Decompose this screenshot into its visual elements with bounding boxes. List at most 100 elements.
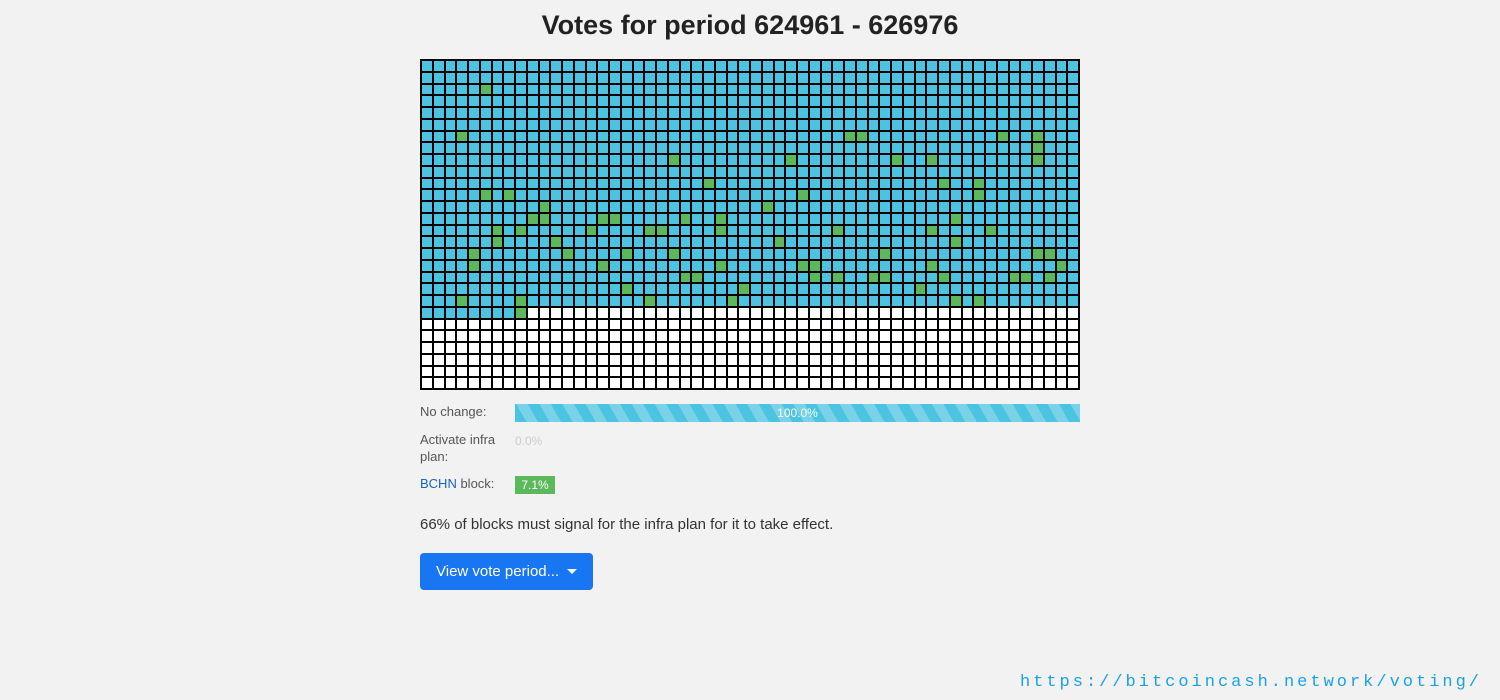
vote-cell — [1009, 248, 1021, 260]
vote-cell — [903, 236, 915, 248]
vote-cell — [938, 377, 950, 389]
vote-cell — [938, 272, 950, 284]
vote-cell — [962, 166, 974, 178]
vote-cell — [715, 295, 727, 307]
vote-cell — [738, 60, 750, 72]
vote-cell — [433, 377, 445, 389]
vote-cell — [879, 60, 891, 72]
vote-cell — [480, 95, 492, 107]
vote-cell — [680, 178, 692, 190]
vote-cell — [621, 60, 633, 72]
vote-cell — [503, 95, 515, 107]
vote-cell — [468, 119, 480, 131]
vote-cell — [703, 295, 715, 307]
vote-cell — [668, 366, 680, 378]
vote-cell — [715, 142, 727, 154]
vote-cell — [762, 377, 774, 389]
vote-cell — [715, 307, 727, 319]
vote-cell — [445, 72, 457, 84]
vote-cell — [468, 178, 480, 190]
stat-row: BCHN block: 7.1% — [420, 476, 1080, 494]
vote-cell — [868, 166, 880, 178]
vote-cell — [868, 272, 880, 284]
vote-cell — [985, 319, 997, 331]
vote-cell — [891, 307, 903, 319]
vote-cell — [973, 354, 985, 366]
vote-cell — [844, 260, 856, 272]
vote-cell — [492, 330, 504, 342]
vote-cell — [456, 354, 468, 366]
vote-cell — [938, 154, 950, 166]
vote-cell — [445, 189, 457, 201]
vote-cell — [621, 131, 633, 143]
vote-cell — [703, 189, 715, 201]
vote-cell — [950, 107, 962, 119]
vote-cell — [797, 201, 809, 213]
vote-cell — [915, 107, 927, 119]
vote-cell — [891, 95, 903, 107]
vote-cell — [656, 366, 668, 378]
vote-cell — [703, 95, 715, 107]
vote-cell — [950, 377, 962, 389]
vote-cell — [762, 166, 774, 178]
vote-cell — [715, 166, 727, 178]
vote-cell — [762, 119, 774, 131]
vote-cell — [938, 307, 950, 319]
vote-cell — [703, 131, 715, 143]
vote-cell — [421, 84, 433, 96]
vote-cell — [985, 342, 997, 354]
vote-cell — [456, 72, 468, 84]
vote-cell — [680, 330, 692, 342]
vote-cell — [609, 84, 621, 96]
vote-cell — [715, 330, 727, 342]
vote-cell — [468, 72, 480, 84]
vote-cell — [997, 178, 1009, 190]
vote-cell — [915, 366, 927, 378]
vote-cell — [503, 319, 515, 331]
view-period-button[interactable]: View vote period... — [420, 553, 593, 590]
vote-cell — [1067, 283, 1079, 295]
vote-cell — [774, 95, 786, 107]
vote-cell — [1009, 342, 1021, 354]
vote-cell — [738, 189, 750, 201]
vote-cell — [456, 260, 468, 272]
vote-cell — [656, 189, 668, 201]
vote-cell — [727, 319, 739, 331]
vote-cell — [445, 131, 457, 143]
vote-cell — [832, 248, 844, 260]
vote-cell — [539, 236, 551, 248]
vote-cell — [762, 213, 774, 225]
vote-cell — [1020, 283, 1032, 295]
vote-cell — [891, 189, 903, 201]
vote-cell — [1056, 131, 1068, 143]
vote-cell — [691, 248, 703, 260]
vote-cell — [797, 319, 809, 331]
vote-cell — [797, 131, 809, 143]
vote-cell — [539, 201, 551, 213]
vote-cell — [985, 366, 997, 378]
vote-cell — [597, 166, 609, 178]
vote-cell — [715, 366, 727, 378]
vote-cell — [997, 366, 1009, 378]
vote-cell — [644, 225, 656, 237]
vote-cell — [1044, 248, 1056, 260]
vote-cell — [492, 342, 504, 354]
vote-cell — [832, 189, 844, 201]
vote-cell — [926, 154, 938, 166]
vote-cell — [938, 72, 950, 84]
vote-cell — [539, 84, 551, 96]
vote-cell — [1032, 131, 1044, 143]
vote-cell — [562, 283, 574, 295]
vote-cell — [903, 225, 915, 237]
vote-cell — [962, 154, 974, 166]
vote-cell — [562, 213, 574, 225]
vote-cell — [609, 260, 621, 272]
vote-cell — [644, 366, 656, 378]
vote-cell — [468, 283, 480, 295]
vote-cell — [962, 377, 974, 389]
vote-cell — [1020, 272, 1032, 284]
vote-cell — [550, 377, 562, 389]
vote-cell — [456, 272, 468, 284]
vote-cell — [915, 248, 927, 260]
vote-cell — [539, 95, 551, 107]
